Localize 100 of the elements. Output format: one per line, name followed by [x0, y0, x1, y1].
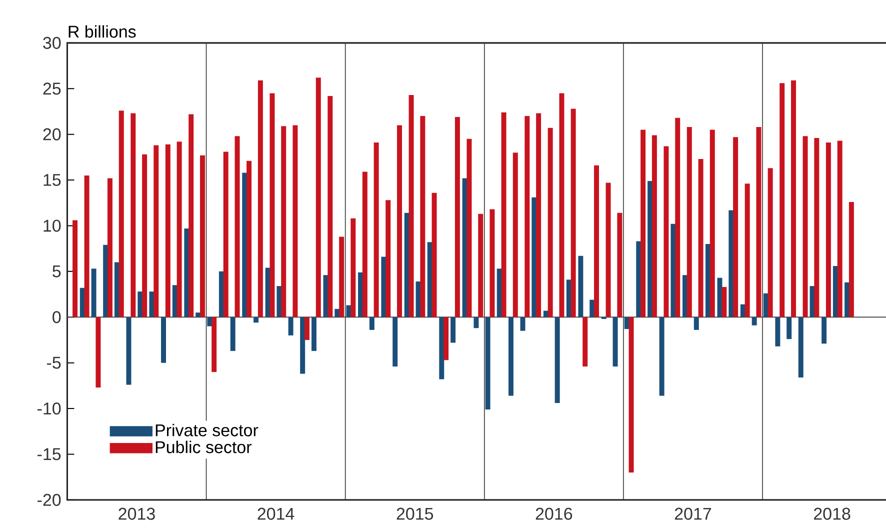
- bar: [733, 137, 738, 318]
- bar: [802, 136, 808, 318]
- bar: [91, 268, 96, 318]
- bar: [786, 317, 792, 340]
- bar: [427, 242, 432, 318]
- bar: [722, 286, 727, 318]
- bar: [710, 130, 715, 318]
- bar: [775, 317, 780, 346]
- y-axis-title: R billions: [68, 25, 136, 38]
- y-tick-label: -20: [38, 494, 61, 506]
- bar: [161, 317, 166, 363]
- bar: [822, 317, 827, 344]
- bar: [165, 144, 170, 318]
- bar: [300, 317, 306, 374]
- bar: [96, 317, 101, 388]
- bar: [103, 244, 108, 318]
- bar: [508, 317, 514, 396]
- bar: [848, 202, 854, 318]
- bar: [362, 172, 368, 318]
- bar: [107, 178, 112, 318]
- x-tick-label: 2013: [118, 508, 155, 520]
- bar: [520, 317, 526, 331]
- bar: [478, 214, 484, 318]
- legend-label: Private sector: [156, 424, 258, 436]
- bar: [543, 310, 548, 318]
- bar: [826, 142, 831, 318]
- bar: [84, 175, 90, 318]
- y-tick-label: -10: [38, 402, 61, 415]
- bar: [675, 118, 680, 318]
- bar: [652, 135, 657, 318]
- bar: [832, 266, 838, 318]
- y-tick-label: 25: [43, 82, 61, 95]
- bar: [207, 317, 212, 326]
- bar: [682, 275, 688, 318]
- bar: [258, 80, 263, 318]
- bar: [172, 285, 178, 318]
- bar: [659, 317, 664, 396]
- bar: [532, 197, 537, 318]
- bar: [408, 95, 414, 318]
- y-tick-label: 20: [43, 128, 61, 140]
- bar: [254, 317, 259, 323]
- bar: [223, 152, 228, 318]
- bar: [184, 228, 190, 318]
- bar: [304, 317, 310, 340]
- bar: [536, 113, 542, 318]
- bar: [752, 317, 757, 326]
- bar: [154, 145, 159, 318]
- bar: [439, 317, 444, 380]
- bar: [728, 210, 734, 318]
- bar: [524, 116, 530, 318]
- bar: [200, 155, 205, 318]
- bar: [570, 108, 576, 318]
- x-tick-label: 2016: [536, 508, 572, 520]
- x-tick-label: 2017: [674, 508, 712, 520]
- bar: [130, 113, 136, 318]
- bar: [594, 165, 599, 318]
- bar: [756, 127, 762, 318]
- bar: [490, 209, 495, 318]
- bar: [698, 159, 704, 318]
- bar: [374, 142, 379, 318]
- bar: [188, 114, 194, 318]
- bar: [242, 172, 248, 318]
- bar: [606, 182, 611, 318]
- bar: [292, 125, 298, 318]
- bar: [311, 317, 316, 351]
- bar: [496, 268, 502, 318]
- bar: [270, 93, 275, 318]
- bar: [444, 317, 449, 360]
- bar: [118, 110, 124, 318]
- bar: [814, 138, 820, 318]
- y-tick-label: -15: [38, 448, 61, 460]
- bar: [640, 130, 646, 318]
- bar: [358, 272, 364, 318]
- bar: [705, 244, 710, 318]
- bar: [281, 126, 286, 318]
- bar: [276, 286, 282, 318]
- bar: [212, 317, 217, 372]
- bar: [138, 292, 143, 318]
- bar: [798, 317, 804, 378]
- bar: [548, 128, 553, 318]
- bar: [844, 282, 850, 318]
- x-tick-label: 2018: [814, 508, 850, 520]
- bar: [397, 125, 402, 318]
- bar: [686, 127, 692, 318]
- bar: [744, 184, 750, 318]
- bar: [350, 218, 356, 318]
- bar: [578, 256, 584, 318]
- bar: [559, 93, 564, 318]
- x-tick-label: 2014: [258, 508, 294, 520]
- bar: [617, 212, 622, 318]
- bar: [512, 152, 518, 318]
- bar: [432, 192, 437, 318]
- bar: [339, 236, 344, 318]
- bar: [670, 224, 676, 318]
- bar: [450, 317, 456, 343]
- y-tick-label: 5: [52, 265, 61, 278]
- bar: [316, 78, 321, 318]
- y-tick-label: 0: [52, 311, 61, 324]
- bar: [612, 317, 618, 366]
- bar: [474, 317, 479, 328]
